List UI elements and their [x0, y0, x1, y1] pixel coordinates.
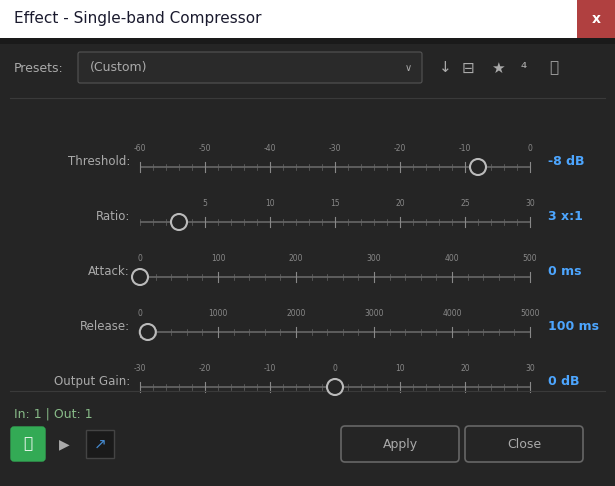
Text: 0 ms: 0 ms: [548, 264, 582, 278]
Text: (Custom): (Custom): [90, 62, 148, 74]
Text: 200: 200: [289, 254, 303, 263]
Text: 10: 10: [265, 199, 275, 208]
Text: 2000: 2000: [287, 309, 306, 318]
FancyBboxPatch shape: [465, 426, 583, 462]
FancyBboxPatch shape: [78, 52, 422, 83]
Text: 20: 20: [395, 199, 405, 208]
Text: -40: -40: [264, 144, 276, 153]
Text: 500: 500: [523, 254, 538, 263]
Text: -20: -20: [394, 144, 406, 153]
Text: 4000: 4000: [442, 309, 462, 318]
Text: 0: 0: [528, 144, 533, 153]
Text: 100 ms: 100 ms: [548, 319, 599, 332]
Text: ⓘ: ⓘ: [549, 60, 558, 75]
Bar: [577, 0, 615, 38]
Text: 5: 5: [202, 199, 207, 208]
Text: 10: 10: [395, 364, 405, 373]
Text: Attack:: Attack:: [88, 264, 130, 278]
Circle shape: [327, 379, 343, 395]
Text: 3000: 3000: [364, 309, 384, 318]
Text: 300: 300: [367, 254, 381, 263]
Circle shape: [470, 159, 486, 175]
Text: 30: 30: [525, 364, 535, 373]
FancyBboxPatch shape: [341, 426, 459, 462]
Text: -60: -60: [133, 144, 146, 153]
Text: -8 dB: -8 dB: [548, 155, 584, 168]
Text: -20: -20: [199, 364, 211, 373]
Text: 0: 0: [138, 309, 143, 318]
Text: Ratio:: Ratio:: [95, 209, 130, 223]
Text: x: x: [592, 12, 600, 26]
Text: In: 1 | Out: 1: In: 1 | Out: 1: [14, 407, 93, 420]
Text: ↗: ↗: [93, 436, 106, 451]
Text: Output Gain:: Output Gain:: [54, 375, 130, 387]
Text: 0 dB: 0 dB: [548, 375, 579, 387]
Text: Close: Close: [507, 437, 541, 451]
Text: ↓: ↓: [438, 60, 451, 75]
Text: Presets:: Presets:: [14, 62, 64, 74]
Text: -30: -30: [329, 144, 341, 153]
Circle shape: [171, 214, 187, 230]
Text: ★: ★: [491, 60, 505, 75]
Text: 20: 20: [460, 364, 470, 373]
Text: 0: 0: [138, 254, 143, 263]
Text: Effect - Single-band Compressor: Effect - Single-band Compressor: [14, 12, 261, 27]
Text: Apply: Apply: [383, 437, 418, 451]
Text: -50: -50: [199, 144, 211, 153]
Text: -30: -30: [133, 364, 146, 373]
FancyBboxPatch shape: [86, 430, 114, 458]
Text: 3 x:1: 3 x:1: [548, 209, 583, 223]
Text: ⊟: ⊟: [462, 60, 474, 75]
Text: Release:: Release:: [80, 319, 130, 332]
Text: 400: 400: [445, 254, 459, 263]
Bar: [0, 0, 615, 38]
Text: ∨: ∨: [405, 63, 411, 73]
Text: -10: -10: [459, 144, 471, 153]
Text: 25: 25: [460, 199, 470, 208]
Circle shape: [132, 269, 148, 285]
Text: 30: 30: [525, 199, 535, 208]
Bar: [0, 38, 615, 44]
Text: ⏻: ⏻: [23, 436, 33, 451]
Text: Threshold:: Threshold:: [68, 155, 130, 168]
Text: -10: -10: [264, 364, 276, 373]
Text: 100: 100: [211, 254, 225, 263]
Text: ▶: ▶: [58, 437, 69, 451]
Text: ⁴: ⁴: [521, 60, 527, 75]
Circle shape: [140, 324, 156, 340]
Text: 15: 15: [330, 199, 340, 208]
Text: 1000: 1000: [208, 309, 228, 318]
Text: 0: 0: [333, 364, 338, 373]
FancyBboxPatch shape: [11, 427, 45, 461]
Text: 5000: 5000: [520, 309, 540, 318]
